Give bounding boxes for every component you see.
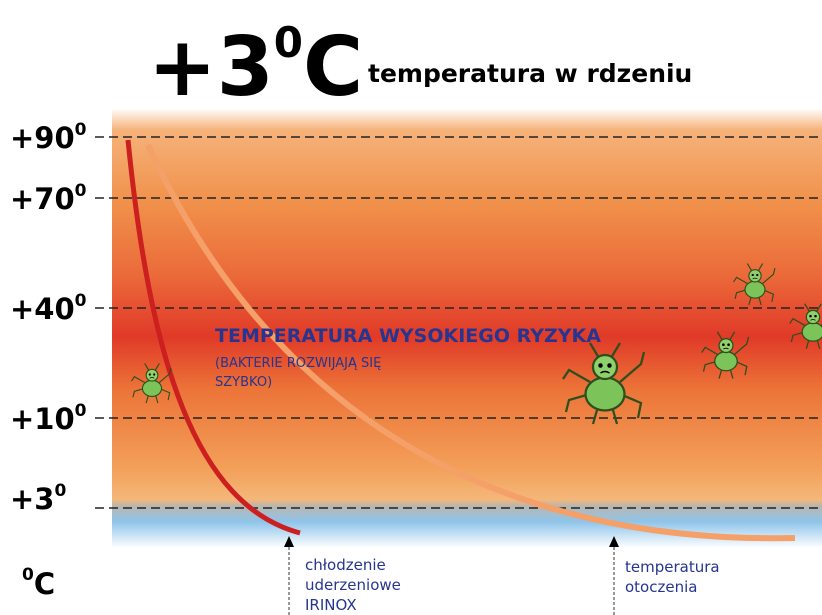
title-value: +3 [148,20,274,115]
unit-sup: 0 [22,565,34,585]
note: chłodzenie [305,556,386,574]
title-unit: C [303,20,363,115]
scale-value: +90 [10,121,75,155]
scale-sup: 0 [75,291,87,311]
scale-value: +10 [10,402,75,436]
scale-label: +100 [10,401,87,436]
note: uderzeniowe [305,576,401,594]
scale-label: +400 [10,291,87,326]
zone-title: TEMPERATURA WYSOKIEGO RYZYKA [215,325,601,347]
scale-labels: +900+700+400+100+30 [10,120,87,516]
scale-sup: 0 [75,120,87,140]
title: +30C [148,18,363,115]
scale-value: +3 [10,482,54,516]
note: temperatura [625,558,720,576]
scale-label: +30 [10,481,66,516]
scale-label: +900 [10,120,87,155]
scale-value: +40 [10,292,75,326]
scale-value: +70 [10,182,75,216]
note: IRINOX [305,596,357,614]
zone-line: SZYBKO) [215,375,272,390]
unit-text: C [34,567,55,601]
unit-label: 0C [22,565,55,601]
infographic: +30C temperatura w rdzeniu +900+700+400+… [0,0,822,615]
zone-line: (BAKTERIE ROZWIJAJĄ SIĘ [215,356,381,371]
note: otoczenia [625,578,697,596]
scale-sup: 0 [75,181,87,201]
scale-sup: 0 [54,481,66,501]
scale-sup: 0 [75,401,87,421]
title-sup: 0 [274,18,303,67]
title-caption: temperatura w rdzeniu [368,59,692,88]
scale-label: +700 [10,181,87,216]
